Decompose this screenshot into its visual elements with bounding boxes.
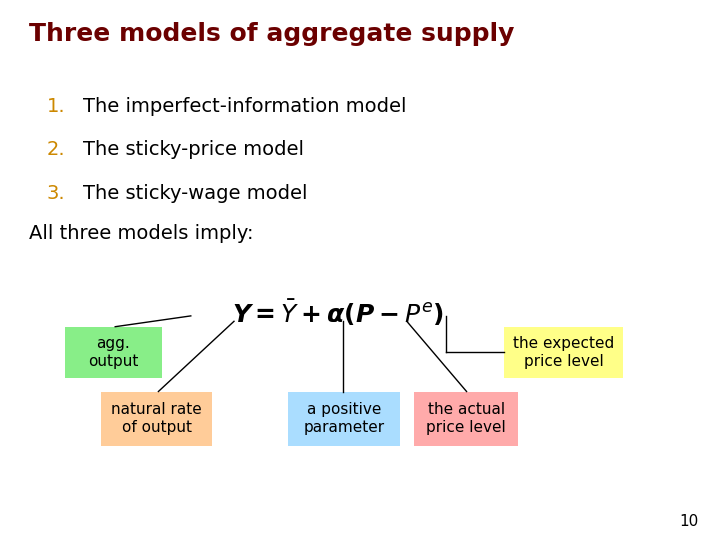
FancyBboxPatch shape — [101, 392, 212, 446]
Text: agg.
output: agg. output — [89, 335, 138, 369]
FancyBboxPatch shape — [65, 327, 162, 378]
FancyBboxPatch shape — [288, 392, 400, 446]
Text: All three models imply:: All three models imply: — [29, 224, 253, 243]
Text: Three models of aggregate supply: Three models of aggregate supply — [29, 22, 514, 45]
Text: The sticky-price model: The sticky-price model — [83, 140, 304, 159]
Text: The sticky-wage model: The sticky-wage model — [83, 184, 307, 202]
Text: 2.: 2. — [47, 140, 66, 159]
Text: natural rate
of output: natural rate of output — [111, 402, 202, 435]
FancyBboxPatch shape — [414, 392, 518, 446]
FancyBboxPatch shape — [504, 327, 623, 378]
Text: $\boldsymbol{Y = \bar{Y} + \alpha (P - P^e)}$: $\boldsymbol{Y = \bar{Y} + \alpha (P - P… — [233, 298, 444, 328]
Text: The imperfect-information model: The imperfect-information model — [83, 97, 406, 116]
Text: the actual
price level: the actual price level — [426, 402, 506, 435]
Text: 10: 10 — [679, 514, 698, 529]
Text: a positive
parameter: a positive parameter — [303, 402, 384, 435]
Text: 1.: 1. — [47, 97, 66, 116]
Text: the expected
price level: the expected price level — [513, 335, 614, 369]
Text: 3.: 3. — [47, 184, 66, 202]
